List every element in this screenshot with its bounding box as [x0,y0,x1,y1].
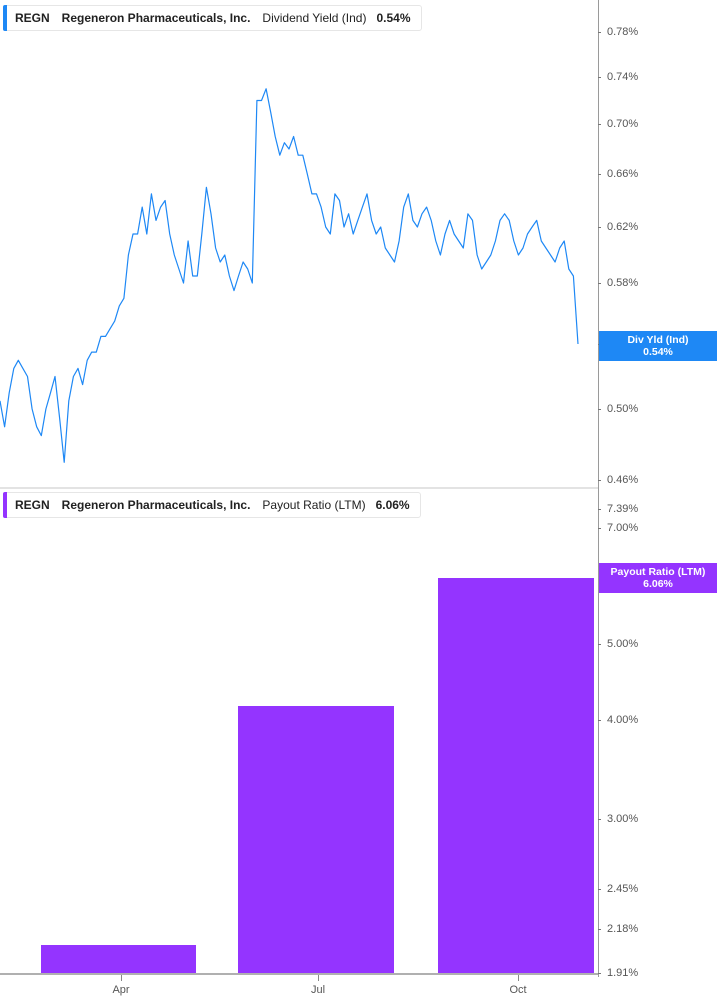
y-tick: 4.00% [598,714,638,726]
y-tick: 0.62% [598,221,638,233]
legend-metric: Dividend Yield (Ind) [262,11,367,25]
y-tick: 0.70% [598,118,638,130]
dividend-yield-badge: Div Yld (Ind) 0.54% [599,331,717,361]
bar-apr [41,945,196,974]
legend-metric: Payout Ratio (LTM) [262,498,366,512]
series-color-swatch [3,492,7,518]
y-tick: 1.91% [598,967,638,979]
dividend-yield-line-chart [0,88,579,463]
badge-value: 0.54% [643,346,673,358]
y-tick: 0.78% [598,26,638,38]
x-axis-line [0,973,598,975]
y-tick: 7.00% [598,522,638,534]
x-label-apr: Apr [112,984,130,996]
y-tick: 0.66% [598,168,638,180]
legend-value: 6.06% [375,498,410,512]
legend-company: Regeneron Pharmaceuticals, Inc. [61,11,251,25]
panel-separator [0,487,598,489]
badge-label: Div Yld (Ind) [627,334,689,346]
payout-ratio-badge: Payout Ratio (LTM) 6.06% [599,563,717,593]
legend-company: Regeneron Pharmaceuticals, Inc. [61,498,251,512]
x-label-oct: Oct [509,984,527,996]
y-tick: 0.46% [598,474,638,486]
y-tick: 3.00% [598,813,638,825]
badge-label: Payout Ratio (LTM) [610,566,706,578]
dividend-yield-legend: REGN Regeneron Pharmaceuticals, Inc. Div… [3,5,422,31]
y-tick: 2.18% [598,923,638,935]
payout-ratio-legend: REGN Regeneron Pharmaceuticals, Inc. Pay… [3,492,421,518]
y-tick: 2.45% [598,883,638,895]
bar-oct [438,578,594,974]
badge-value: 6.06% [643,578,673,590]
x-tick [318,975,319,981]
y-tick: 0.74% [598,71,638,83]
x-label-jul: Jul [310,984,326,996]
x-tick [518,975,519,981]
y-tick: 7.39% [598,503,638,515]
series-color-swatch [3,5,7,31]
legend-ticker: REGN [15,11,50,25]
y-tick: 5.00% [598,638,638,650]
legend-ticker: REGN [15,498,50,512]
y-axis-line [598,0,599,977]
legend-value: 0.54% [376,11,411,25]
bar-jul [238,706,394,974]
y-tick: 0.58% [598,277,638,289]
x-tick [121,975,122,981]
y-tick: 0.50% [598,403,638,415]
